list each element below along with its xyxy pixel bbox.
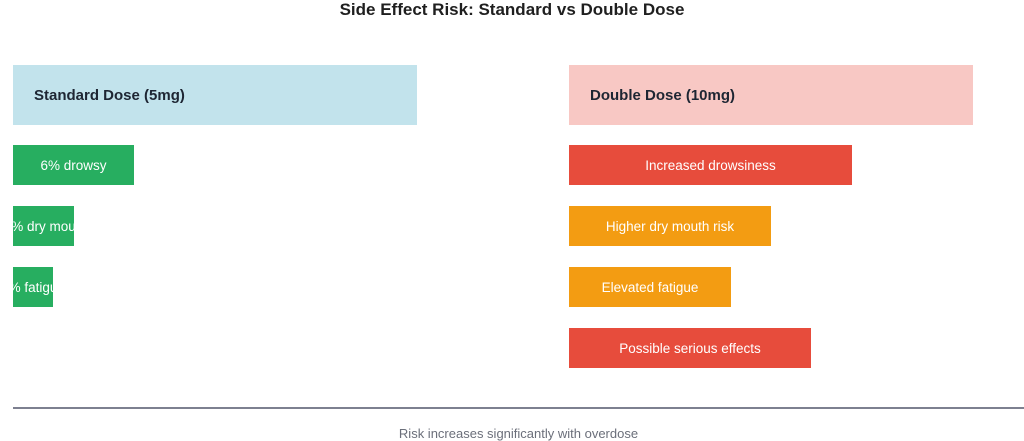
standard-dose-bar-2: % dry mou (13, 206, 74, 246)
standard-dose-header: Standard Dose (5mg) (13, 65, 417, 125)
standard-dose-bar-1: 6% drowsy (13, 145, 134, 185)
double-dose-label: Double Dose (10mg) (590, 86, 736, 104)
standard-dose-bar-label: % dry mou (13, 218, 74, 234)
double-dose-bar-2: Higher dry mouth risk (569, 206, 771, 246)
double-dose-bar-label: Elevated fatigue (601, 279, 699, 295)
double-dose-bar-1: Increased drowsiness (569, 145, 852, 185)
standard-dose-bar-label: % fatigu (13, 279, 53, 295)
page-title: Side Effect Risk: Standard vs Double Dos… (339, 0, 685, 19)
standard-dose-label: Standard Dose (5mg) (34, 86, 185, 104)
double-dose-bar-4: Possible serious effects (569, 328, 811, 368)
double-dose-header: Double Dose (10mg) (569, 65, 973, 125)
double-dose-bar-label: Increased drowsiness (645, 157, 776, 173)
footer-note: Risk increases significantly with overdo… (398, 426, 639, 441)
divider-line (13, 407, 1024, 409)
standard-dose-bar-3: % fatigu (13, 267, 53, 307)
double-dose-bar-label: Higher dry mouth risk (605, 218, 735, 234)
double-dose-bar-3: Elevated fatigue (569, 267, 731, 307)
double-dose-bar-label: Possible serious effects (619, 340, 761, 356)
standard-dose-bar-label: 6% drowsy (40, 157, 107, 173)
